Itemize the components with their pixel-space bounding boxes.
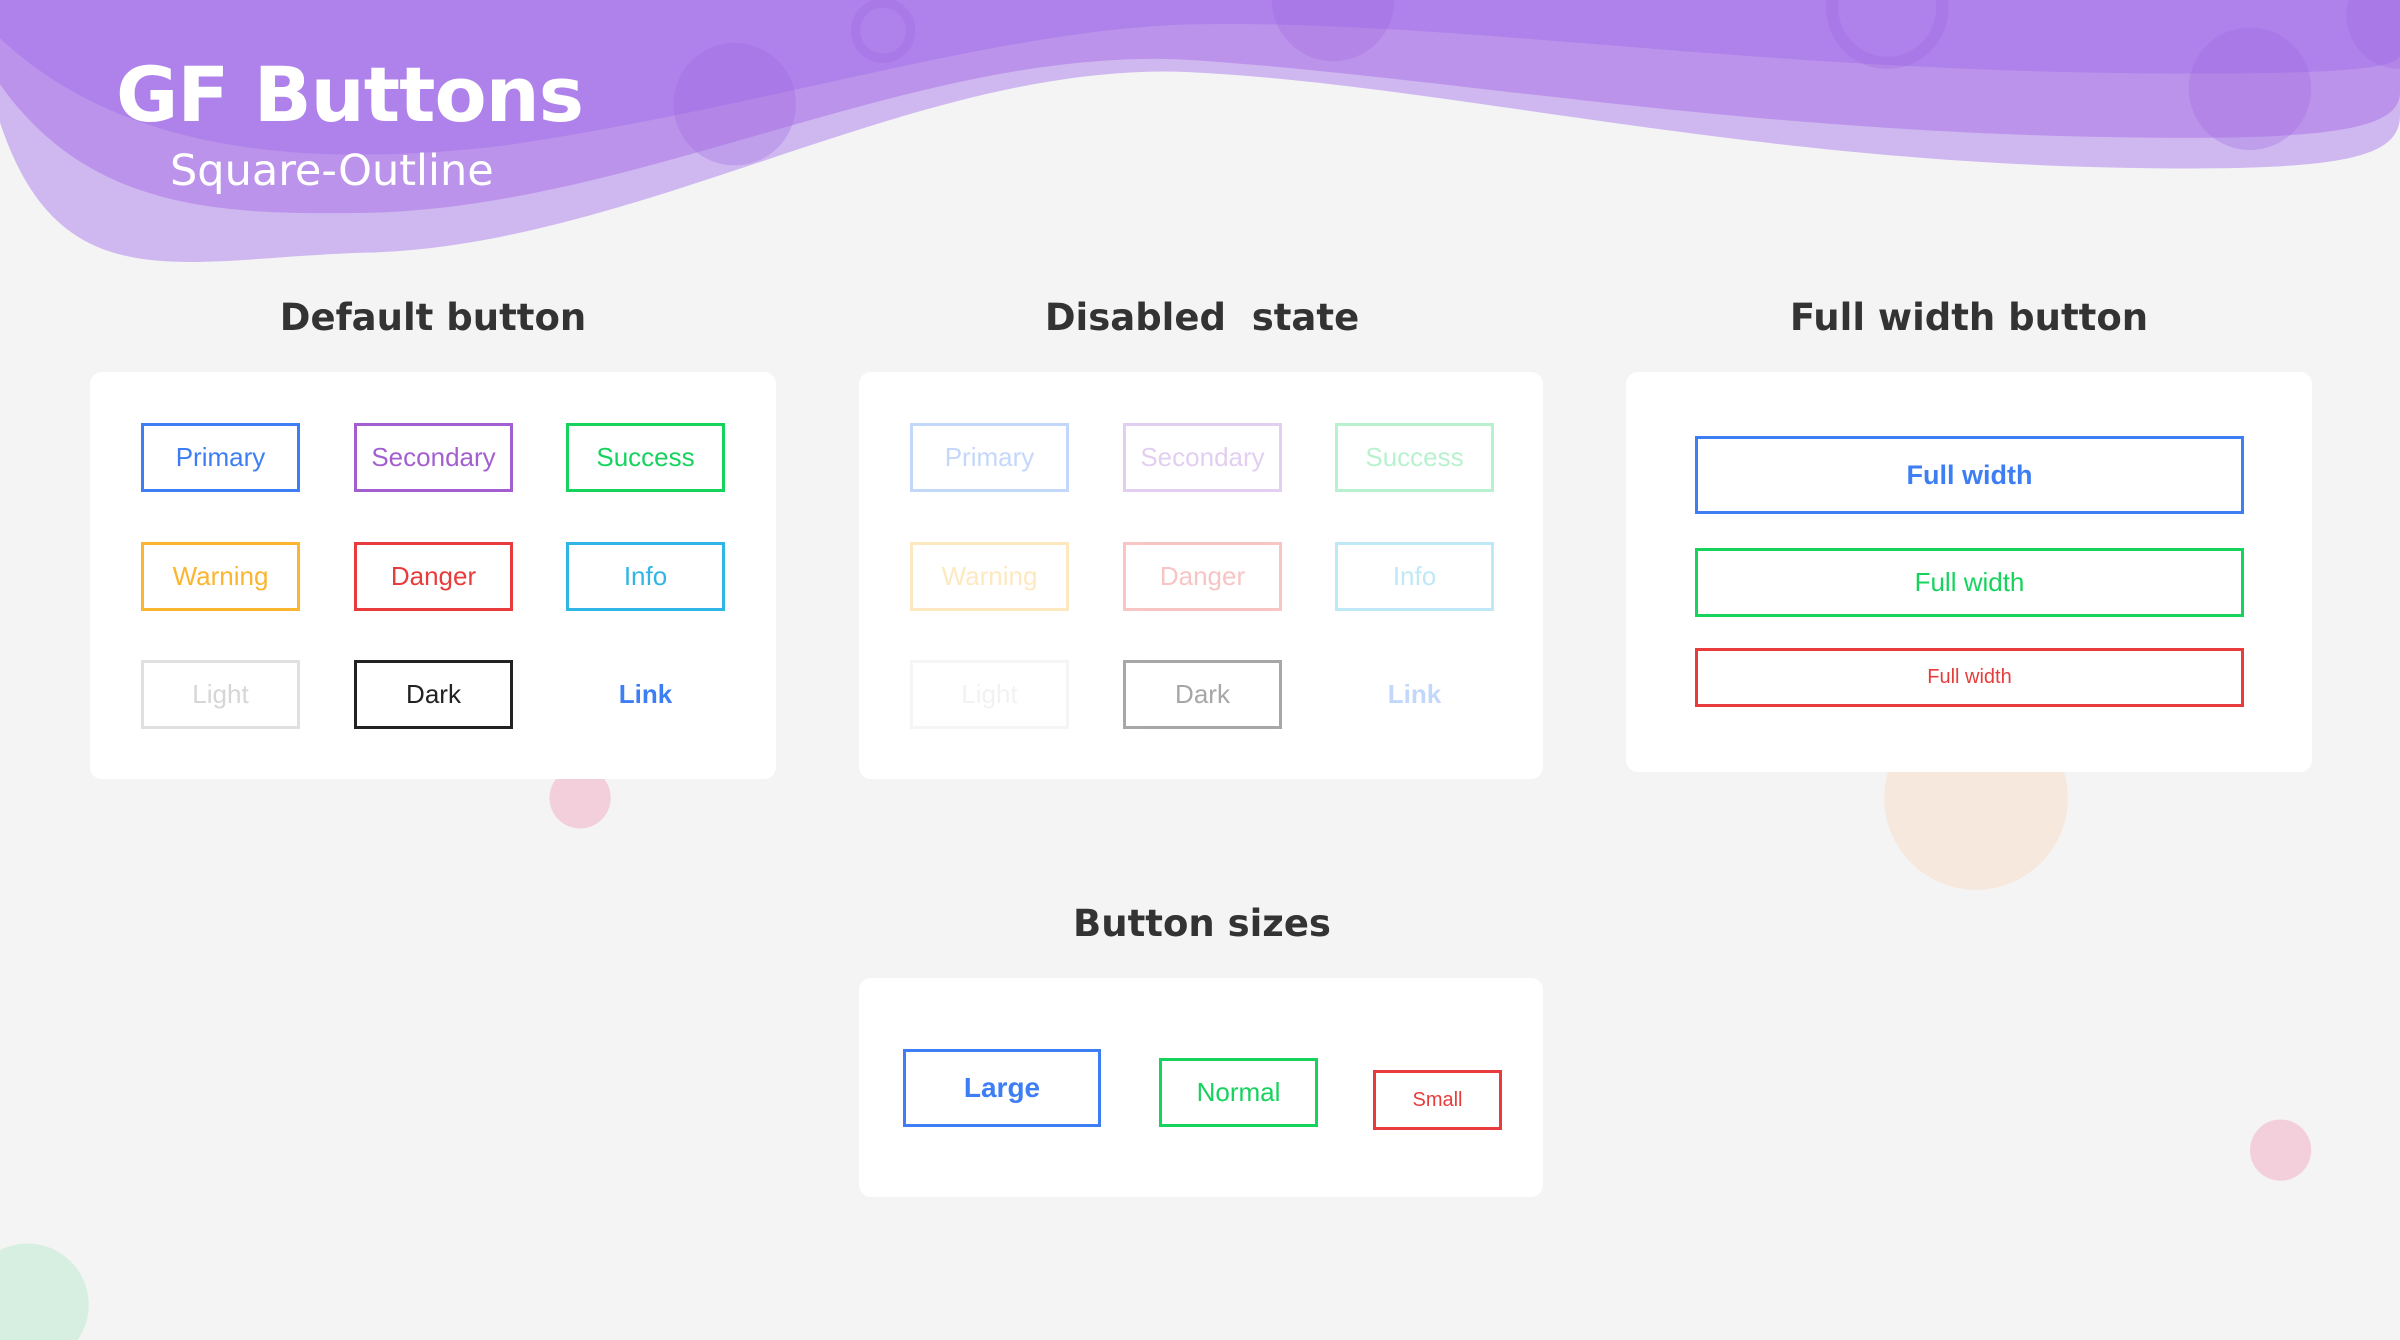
- danger-button-disabled: Danger: [1123, 542, 1282, 611]
- deco-circle-pink: [549, 767, 611, 829]
- sizes-card: Large Normal Small: [859, 978, 1543, 1197]
- info-button[interactable]: Info: [566, 542, 725, 611]
- default-heading: Default button: [279, 296, 587, 339]
- success-button[interactable]: Success: [566, 423, 725, 492]
- light-button-disabled: Light: [910, 660, 1069, 729]
- full-width-primary-button[interactable]: Full width: [1695, 436, 2244, 514]
- deco-ring: [1826, 0, 1949, 69]
- info-button-disabled: Info: [1335, 542, 1494, 611]
- deco-circle: [2346, 0, 2400, 69]
- page-subtitle: Square-Outline: [170, 146, 494, 196]
- deco-circle: [1271, 0, 1395, 62]
- danger-button[interactable]: Danger: [354, 542, 513, 611]
- primary-button[interactable]: Primary: [141, 423, 300, 492]
- full-width-heading: Full width button: [1789, 296, 2149, 339]
- dark-button-disabled: Dark: [1123, 660, 1282, 729]
- disabled-buttons-card: Primary Secondary Success Warning Danger…: [859, 372, 1543, 779]
- link-button-disabled: Link: [1335, 660, 1494, 729]
- deco-circle: [673, 42, 796, 166]
- sizes-heading: Button sizes: [1073, 902, 1331, 945]
- dark-button[interactable]: Dark: [354, 660, 513, 729]
- success-button-disabled: Success: [1335, 423, 1494, 492]
- secondary-button[interactable]: Secondary: [354, 423, 513, 492]
- deco-circle-pink: [2250, 1119, 2312, 1181]
- deco-circle-green: [0, 1243, 89, 1340]
- secondary-button-disabled: Secondary: [1123, 423, 1282, 492]
- full-width-success-button[interactable]: Full width: [1695, 548, 2244, 617]
- light-button[interactable]: Light: [141, 660, 300, 729]
- disabled-heading: Disabled state: [859, 296, 1545, 339]
- wave-dark: [0, 0, 2400, 155]
- primary-button-disabled: Primary: [910, 423, 1069, 492]
- page-title: GF Buttons: [116, 50, 584, 139]
- default-buttons-card: Primary Secondary Success Warning Danger…: [90, 372, 776, 779]
- full-width-danger-button[interactable]: Full width: [1695, 648, 2244, 707]
- deco-circle: [2188, 27, 2312, 151]
- deco-ring: [851, 0, 916, 63]
- normal-button[interactable]: Normal: [1159, 1058, 1318, 1127]
- warning-button[interactable]: Warning: [141, 542, 300, 611]
- small-button[interactable]: Small: [1373, 1070, 1502, 1130]
- disabled-heading-text: Disabled state: [1044, 296, 1360, 339]
- warning-button-disabled: Warning: [910, 542, 1069, 611]
- large-button[interactable]: Large: [903, 1049, 1101, 1127]
- full-width-card: Full width Full width Full width: [1626, 372, 2312, 772]
- link-button[interactable]: Link: [566, 660, 725, 729]
